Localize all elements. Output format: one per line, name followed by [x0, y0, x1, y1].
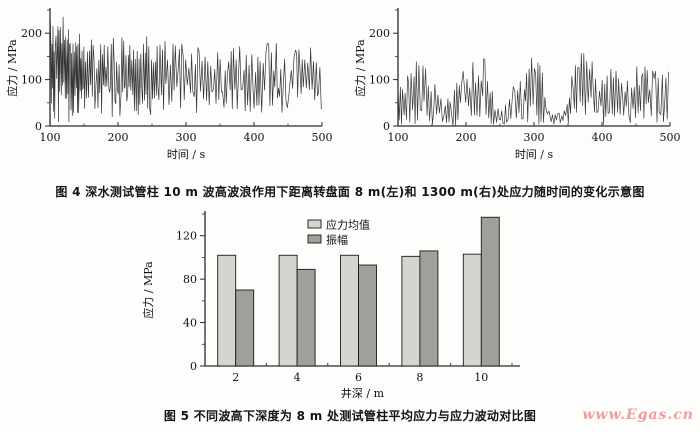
svg-text:时间 / s: 时间 / s [515, 148, 554, 161]
figure5-caption: 图 5 不同波高下深度为 8 m 处测试管柱平均应力与应力波动对比图 [163, 409, 537, 423]
svg-text:2: 2 [232, 371, 239, 384]
svg-text:200: 200 [108, 131, 129, 144]
svg-text:100: 100 [40, 131, 61, 144]
watermark-text: www.Egas.cn [582, 407, 694, 423]
figure5-caption-row: 图 5 不同波高下深度为 8 m 处测试管柱平均应力与应力波动对比图 www.E… [0, 406, 700, 426]
svg-text:0: 0 [35, 120, 42, 133]
svg-text:应力 / MPa: 应力 / MPa [353, 39, 367, 97]
svg-text:300: 300 [176, 131, 197, 144]
svg-text:40: 40 [183, 317, 197, 330]
figure5-chart-wrap: 0 40 80 120 2 4 6 8 10 井深 / m 应力 / MPa 应力均值 振幅 [0, 204, 700, 404]
svg-text:100: 100 [388, 131, 409, 144]
figure4-caption: 图 4 深水测试管柱 10 m 波高波浪作用下距离转盘面 8 m(左)和 130… [55, 185, 645, 199]
svg-text:应力均值: 应力均值 [326, 218, 370, 232]
svg-text:4: 4 [294, 371, 301, 384]
figure4-charts-row: 0 100 200 100 200 300 400 500 时间 / s 应力 / MPa 0 10… [0, 2, 700, 170]
svg-text:6: 6 [355, 371, 362, 384]
svg-text:400: 400 [592, 131, 613, 144]
svg-text:200: 200 [456, 131, 477, 144]
svg-text:300: 300 [524, 131, 545, 144]
svg-text:应力 / MPa: 应力 / MPa [141, 261, 155, 319]
svg-text:0: 0 [383, 120, 390, 133]
svg-text:200: 200 [369, 27, 390, 40]
svg-text:400: 400 [244, 131, 265, 144]
svg-text:80: 80 [183, 273, 197, 286]
svg-text:井深 / m: 井深 / m [341, 386, 385, 400]
svg-text:应力 / MPa: 应力 / MPa [5, 39, 19, 97]
svg-text:200: 200 [21, 27, 42, 40]
svg-text:8: 8 [416, 371, 423, 384]
svg-text:振幅: 振幅 [326, 233, 348, 247]
svg-text:500: 500 [660, 131, 681, 144]
svg-text:100: 100 [21, 74, 42, 87]
svg-text:500: 500 [312, 131, 333, 144]
svg-text:120: 120 [176, 230, 197, 243]
svg-text:0: 0 [190, 360, 197, 373]
svg-text:100: 100 [369, 74, 390, 87]
svg-text:时间 / s: 时间 / s [167, 148, 206, 161]
svg-text:10: 10 [474, 371, 488, 384]
